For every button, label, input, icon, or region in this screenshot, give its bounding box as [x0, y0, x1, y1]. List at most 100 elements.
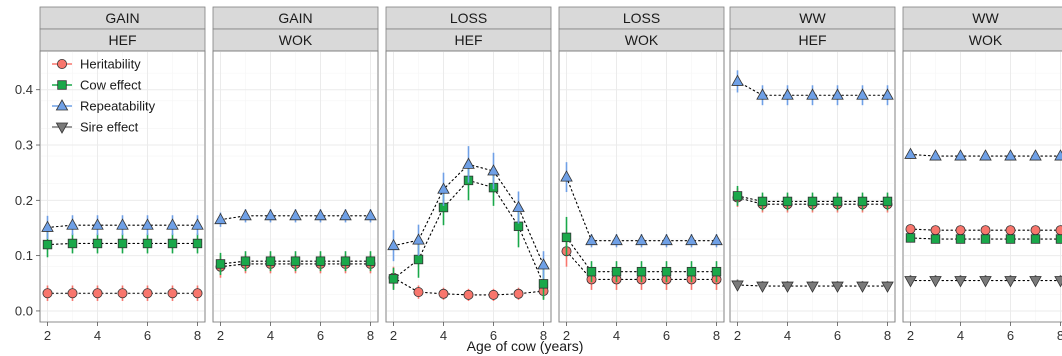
- x-axis-title: Age of cow (years): [467, 338, 584, 354]
- x-tick-label: 6: [834, 328, 841, 343]
- data-point: [856, 88, 869, 100]
- strip-top-label: WW: [799, 10, 826, 26]
- series-cow-effect: [561, 216, 722, 283]
- legend-item-sire-effect: Sire effect: [52, 120, 139, 135]
- x-tick-label: 8: [884, 328, 891, 343]
- data-point: [610, 233, 623, 246]
- legend-key-marker: [57, 59, 68, 70]
- panel-5: WW HEF 2 4 6 8: [729, 6, 896, 343]
- data-point: [929, 149, 942, 161]
- x-tick-label: 2: [563, 328, 570, 343]
- data-point: [930, 225, 941, 236]
- legend-label: Cow effect: [80, 78, 142, 93]
- data-point: [141, 218, 154, 230]
- data-point: [537, 258, 550, 270]
- data-point: [412, 233, 425, 245]
- x-tick-label: 4: [94, 328, 101, 343]
- legend-key-marker: [57, 80, 67, 90]
- data-point: [67, 238, 78, 249]
- data-point: [955, 225, 966, 236]
- y-tick-label: 0.3: [15, 138, 33, 153]
- x-tick-label: 8: [1057, 328, 1062, 343]
- data-point: [710, 233, 723, 246]
- panel-border: [39, 50, 206, 323]
- strip-top-label: GAIN: [278, 10, 312, 26]
- data-point: [636, 266, 647, 277]
- data-point: [41, 220, 54, 232]
- data-point: [265, 256, 276, 266]
- data-point: [192, 288, 203, 299]
- data-point: [732, 191, 743, 201]
- data-point: [1055, 234, 1062, 244]
- data-point: [388, 274, 399, 284]
- data-point: [1005, 234, 1016, 244]
- data-point: [904, 276, 917, 288]
- data-point: [979, 149, 992, 161]
- strip-bottom-label: WOK: [625, 32, 659, 48]
- data-point: [806, 281, 819, 293]
- data-point: [561, 232, 572, 243]
- data-point: [413, 287, 424, 298]
- data-point: [67, 288, 78, 299]
- series-cow-effect: [215, 251, 376, 275]
- data-point: [513, 288, 524, 299]
- data-point: [1054, 276, 1062, 288]
- data-point: [314, 208, 327, 221]
- strip-bottom-label: WOK: [969, 32, 1003, 48]
- x-tick-label: 8: [713, 328, 720, 343]
- legend-key-marker: [55, 99, 69, 111]
- series-sire-effect: [731, 279, 894, 293]
- x-tick-label: 8: [540, 328, 547, 343]
- legend: Heritability Cow effect Repeatability Sire …: [52, 57, 156, 135]
- gridlines: [213, 51, 378, 323]
- data-point: [661, 266, 672, 277]
- panel-2: GAIN WOK 2 4 6 8: [212, 6, 379, 343]
- data-point: [1005, 225, 1016, 236]
- data-point: [463, 289, 474, 300]
- data-point: [488, 289, 499, 300]
- data-point: [191, 218, 204, 230]
- data-point: [42, 288, 53, 299]
- data-point: [955, 234, 966, 244]
- data-point: [954, 276, 967, 288]
- data-point: [686, 266, 697, 277]
- x-axis: 2 4 6 8: [734, 322, 891, 343]
- series-cow-effect: [42, 231, 203, 258]
- series-heritability: [42, 285, 203, 301]
- panel-border: [212, 50, 379, 323]
- strip-bottom-label: HEF: [799, 32, 827, 48]
- panel-border: [729, 50, 896, 323]
- x-axis: 2 4 6 8: [44, 322, 201, 343]
- data-point: [117, 238, 128, 249]
- legend-key-marker: [55, 122, 69, 134]
- data-point: [954, 149, 967, 161]
- data-point: [364, 208, 377, 221]
- x-tick-label: 4: [784, 328, 791, 343]
- data-point: [831, 88, 844, 100]
- series-repeatability: [214, 208, 377, 227]
- strip-bottom-label: HEF: [455, 32, 483, 48]
- data-point: [806, 88, 819, 100]
- data-point: [487, 164, 500, 176]
- data-point: [757, 196, 768, 207]
- data-point: [979, 276, 992, 288]
- data-point: [92, 238, 103, 249]
- series-heritability: [905, 224, 1062, 236]
- x-tick-label: 6: [490, 328, 497, 343]
- series-repeatability: [560, 162, 723, 248]
- panel-border: [902, 50, 1062, 323]
- strip-top-label: LOSS: [450, 10, 487, 26]
- strip-top-label: LOSS: [623, 10, 660, 26]
- data-point: [881, 88, 894, 100]
- data-point: [214, 212, 227, 225]
- data-point: [512, 200, 525, 212]
- data-point: [905, 233, 916, 243]
- data-point: [905, 224, 916, 235]
- x-tick-label: 4: [267, 328, 274, 343]
- data-point: [586, 266, 597, 277]
- y-tick-label: 0.0: [15, 303, 33, 318]
- legend-label: Heritability: [80, 57, 141, 72]
- x-tick-label: 4: [440, 328, 447, 343]
- panels-layer: GAIN HEF 2 4 6 8 GAIN WOK 2 4 6 8 LOSS HEF 2 4 6 8 LOSS WOK…: [39, 6, 1062, 343]
